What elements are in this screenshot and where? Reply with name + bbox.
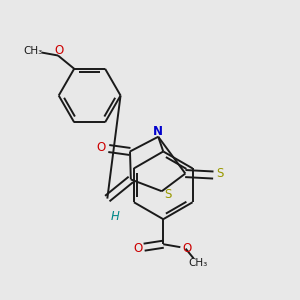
Text: O: O (133, 242, 142, 255)
Text: O: O (54, 44, 63, 57)
Text: O: O (97, 141, 106, 154)
Text: N: N (153, 125, 163, 138)
Text: S: S (165, 188, 172, 201)
Text: O: O (182, 242, 191, 255)
Text: H: H (110, 210, 119, 223)
Text: S: S (216, 167, 224, 180)
Text: CH₃: CH₃ (23, 46, 43, 56)
Text: CH₃: CH₃ (188, 258, 208, 268)
